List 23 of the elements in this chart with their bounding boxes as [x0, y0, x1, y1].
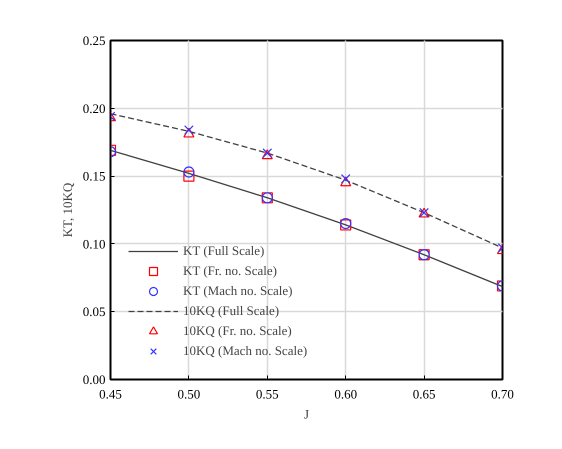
x-axis-title: J [304, 406, 310, 422]
x-tick-label: 0.70 [491, 386, 514, 402]
legend-label: KT (Mach no. Scale) [183, 282, 293, 300]
y-axis-title: KT, 10KQ [60, 182, 75, 238]
point [340, 176, 352, 186]
legend-label: KT (Fr. no. Scale) [183, 262, 277, 280]
x-tick-label: 0.45 [99, 386, 122, 402]
legend-label: 10KQ (Mach no. Scale) [183, 342, 308, 360]
y-tick-label: 0.10 [82, 236, 106, 252]
legend-label: 10KQ (Full Scale) [183, 302, 280, 320]
y-tick-label: 0.15 [82, 168, 106, 184]
x-tick-label: 0.50 [178, 386, 200, 402]
y-tick-label: 0.00 [82, 372, 106, 387]
legend-label: KT (Full Scale) [183, 242, 264, 260]
x-tick-label: 0.65 [412, 386, 436, 402]
point [184, 125, 194, 135]
point [340, 174, 351, 184]
legend-label: 10KQ (Fr. no. Scale) [183, 322, 292, 340]
y-tick-label: 0.05 [82, 304, 106, 320]
y-tick-label: 0.20 [82, 100, 106, 116]
x-tick-label: 0.60 [334, 386, 358, 402]
x-tick-label: 0.55 [256, 386, 279, 402]
y-tick-label: 0.25 [82, 33, 106, 48]
